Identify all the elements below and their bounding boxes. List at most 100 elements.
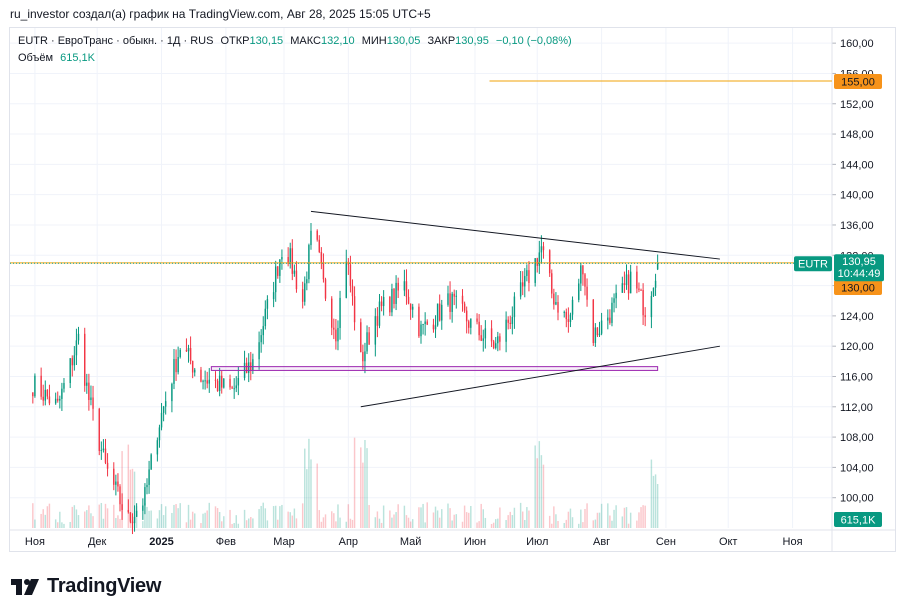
volume-bar (555, 514, 557, 528)
candle-body (223, 378, 225, 388)
volume-bar (208, 502, 210, 528)
volume-bar (115, 518, 117, 528)
candle-body (337, 327, 339, 342)
candle-body (548, 250, 551, 274)
candle-body (449, 293, 451, 312)
volume-badge: 615,1K (841, 515, 877, 527)
candle-body (447, 293, 449, 305)
candle-body (42, 396, 44, 401)
volume-bar (534, 445, 536, 528)
candle-body (376, 316, 379, 326)
volume-bar (551, 523, 553, 528)
volume-bar (584, 508, 586, 528)
candle-body (542, 246, 545, 251)
volume-bar (565, 519, 568, 528)
candle-body (177, 357, 179, 373)
candle-body (490, 328, 493, 342)
candle-body (420, 324, 422, 337)
volume-bar (391, 517, 393, 528)
candle-body (499, 336, 501, 342)
volume-bar (235, 515, 237, 528)
candle-body (391, 288, 393, 313)
candle-body (592, 299, 595, 343)
candle-body (57, 398, 59, 401)
candle-body (476, 318, 478, 322)
candle-body (90, 397, 92, 400)
volume-bar (61, 522, 63, 528)
volume-bar (623, 507, 626, 528)
volume-bar (331, 511, 333, 528)
volume-bar (463, 505, 466, 528)
candle-body (656, 263, 659, 270)
candle-body (117, 481, 119, 487)
volume-bar (349, 518, 352, 528)
volume-bar (490, 523, 493, 528)
candle-body (289, 248, 291, 264)
volume-bar (638, 512, 640, 528)
candle-body (360, 322, 362, 353)
price-tick-label: 104,00 (840, 462, 874, 474)
volume-bar (92, 516, 94, 528)
volume-bar (156, 518, 159, 528)
volume-bar (447, 503, 449, 528)
volume-bar (274, 505, 277, 528)
candle-body (644, 315, 646, 318)
volume-bar (492, 522, 495, 528)
candle-body (322, 263, 325, 280)
candle-body (88, 382, 90, 400)
candle-body (536, 258, 538, 266)
volume-bars-group (32, 437, 659, 528)
candle-body (553, 293, 555, 305)
volume-bar (75, 509, 78, 528)
candle-body (441, 304, 443, 321)
candle-body (551, 273, 553, 294)
time-tick-label: Мар (273, 536, 295, 548)
time-tick-label: Май (400, 536, 422, 548)
volume-bar (214, 506, 217, 528)
level-badge-130-bg (834, 280, 882, 295)
volume-bar (277, 519, 279, 528)
candle-body (71, 358, 73, 366)
volume-bar (84, 511, 86, 528)
volume-bar (376, 511, 379, 528)
candle-body (511, 317, 514, 325)
volume-bar (650, 459, 653, 528)
candle-body (69, 358, 71, 384)
volume-bar (322, 517, 325, 528)
volume-bar (436, 510, 439, 528)
volume-bar (216, 508, 219, 528)
volume-bar (164, 506, 167, 528)
candle-body (349, 264, 352, 286)
candle-body (642, 289, 644, 316)
candle-body (291, 248, 294, 274)
volume-bar (578, 523, 580, 528)
volume-bar (127, 444, 130, 528)
volume-bar (644, 505, 646, 528)
volume-bar (229, 509, 231, 528)
volume-bar (351, 519, 354, 528)
tradingview-logo[interactable]: TradingView (11, 574, 161, 598)
time-tick-label: Июл (526, 536, 548, 548)
candle-body (578, 283, 580, 300)
candle-body (569, 314, 572, 322)
volume-bar (426, 502, 428, 528)
candle-body (586, 286, 588, 300)
candle-body (129, 512, 132, 522)
candles-group (32, 222, 659, 535)
candle-body (451, 293, 453, 312)
volume-bar (621, 516, 624, 528)
candle-body (625, 274, 628, 285)
time-tick-label: Фев (216, 536, 236, 548)
candle-body (229, 378, 231, 388)
candle-body (142, 505, 144, 511)
time-tick-label: Сен (656, 536, 676, 548)
candle-body (418, 306, 420, 337)
symbol-description: EUTR · ЕвроТранс · обыкн. · 1Д · RUS (18, 35, 214, 47)
volume-bar (409, 521, 412, 528)
volume-bar (279, 506, 281, 528)
volume-bar (495, 519, 497, 528)
candle-body (438, 303, 441, 321)
volume-bar (451, 520, 453, 528)
candle-body (235, 385, 237, 389)
